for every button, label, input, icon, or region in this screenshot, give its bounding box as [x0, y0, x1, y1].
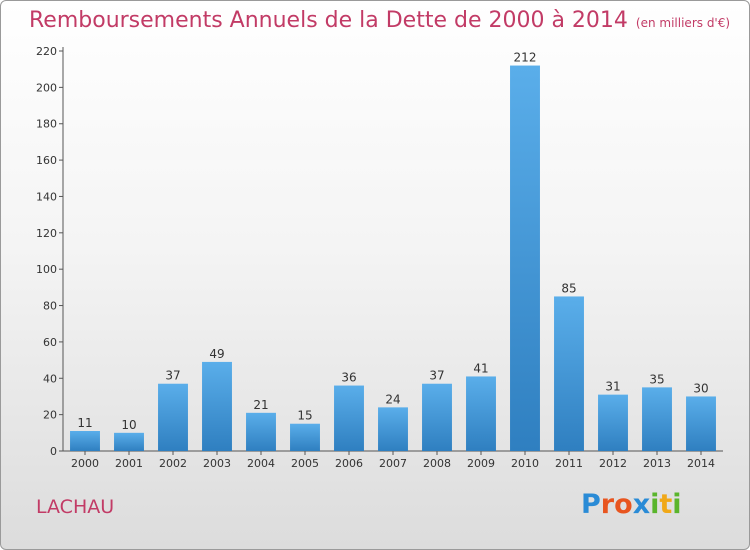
y-tick-label: 180 [36, 118, 57, 131]
y-tick-label: 140 [36, 190, 57, 203]
bar-value-label: 15 [297, 409, 312, 423]
bar [334, 385, 364, 451]
x-tick-label: 2004 [247, 457, 275, 470]
bar [246, 412, 276, 451]
brand-letter: x [632, 489, 651, 520]
chart-title: Remboursements Annuels de la Dette de 20… [29, 8, 730, 33]
x-tick-label: 2012 [599, 457, 627, 470]
y-tick-label: 220 [36, 45, 57, 58]
brand-letter: t [659, 489, 673, 520]
chart-title-text: Remboursements Annuels de la Dette de 20… [29, 8, 628, 33]
brand-letter: i [650, 489, 660, 520]
y-tick-label: 40 [43, 372, 57, 385]
y-tick-label: 100 [36, 263, 57, 276]
bar [554, 296, 584, 451]
bar-value-label: 35 [649, 372, 664, 386]
y-tick-label: 200 [36, 81, 57, 94]
y-tick-label: 0 [50, 445, 57, 458]
x-tick-label: 2001 [115, 457, 143, 470]
y-tick-label: 120 [36, 227, 57, 240]
bar [510, 65, 540, 451]
bar [378, 407, 408, 451]
bar-value-label: 30 [693, 381, 708, 395]
x-tick-label: 2007 [379, 457, 407, 470]
bar-value-label: 24 [385, 392, 400, 406]
brand-letter: P [581, 489, 601, 520]
x-tick-label: 2005 [291, 457, 319, 470]
chart-unit: (en milliers d'€) [635, 16, 731, 30]
bar [642, 387, 672, 451]
brand-letter: r [600, 489, 615, 520]
y-tick-label: 60 [43, 336, 57, 349]
bar [686, 396, 716, 451]
bar-value-label: 10 [121, 418, 136, 432]
bar-value-label: 37 [429, 369, 444, 383]
bar [70, 431, 100, 451]
commune-name: LACHAU [36, 496, 115, 518]
bar [598, 394, 628, 451]
bar-value-label: 36 [341, 371, 356, 385]
brand-letter: o [614, 489, 633, 520]
bar-value-label: 11 [77, 416, 92, 430]
bar-value-label: 31 [605, 380, 620, 394]
bar-value-label: 212 [514, 51, 537, 65]
y-tick-label: 80 [43, 300, 57, 313]
brand-letter: i [672, 489, 682, 520]
bar [290, 423, 320, 451]
y-tick-label: 20 [43, 409, 57, 422]
x-tick-label: 2000 [71, 457, 99, 470]
x-tick-label: 2009 [467, 457, 495, 470]
x-tick-label: 2008 [423, 457, 451, 470]
bar [202, 361, 232, 451]
y-tick-label: 160 [36, 154, 57, 167]
bar [158, 383, 188, 451]
bar-value-label: 21 [253, 398, 268, 412]
x-tick-label: 2011 [555, 457, 583, 470]
bar [114, 432, 144, 451]
x-tick-label: 2003 [203, 457, 231, 470]
bar-value-label: 37 [165, 369, 180, 383]
bar-value-label: 41 [473, 361, 488, 375]
x-tick-label: 2013 [643, 457, 671, 470]
x-tick-label: 2014 [687, 457, 715, 470]
x-tick-label: 2010 [511, 457, 539, 470]
brand-logo: Proxiti [581, 489, 682, 520]
bar-value-label: 85 [561, 281, 576, 295]
x-tick-label: 2002 [159, 457, 187, 470]
x-tick-label: 2006 [335, 457, 363, 470]
bar [466, 376, 496, 451]
bar [422, 383, 452, 451]
bar-value-label: 49 [209, 347, 224, 361]
